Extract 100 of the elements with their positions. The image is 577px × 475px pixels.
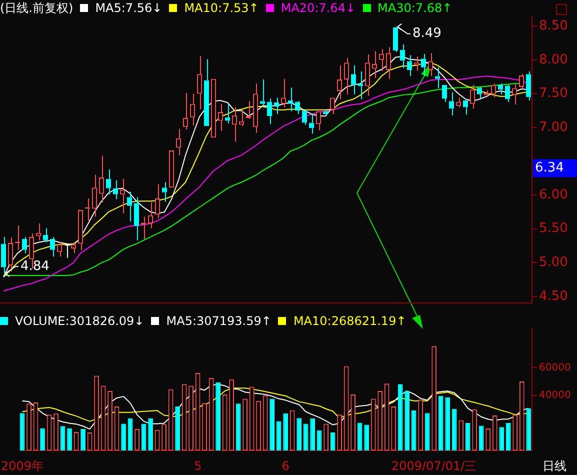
- candlestick: [386, 46, 392, 80]
- bar: [276, 421, 282, 451]
- candlestick: [92, 174, 98, 218]
- candlestick: [526, 70, 532, 101]
- candlestick: [252, 83, 258, 134]
- legend-label: MA5:307193.59↑: [166, 314, 272, 328]
- chart-title: (日线.前复权): [0, 1, 74, 15]
- bar: [526, 408, 532, 451]
- candlestick: [126, 191, 132, 222]
- bar: [296, 418, 302, 451]
- bar: [270, 398, 274, 451]
- candlestick: [400, 44, 406, 69]
- bar: [121, 424, 126, 451]
- bar: [364, 424, 370, 451]
- candlestick: [420, 53, 426, 77]
- candlestick: [204, 58, 210, 126]
- legend-label: VOLUME:301826.09↓: [15, 314, 144, 328]
- candlestick: [330, 98, 336, 114]
- x-tick-label: 6: [282, 458, 290, 473]
- bar: [330, 432, 336, 451]
- candlestick: [428, 52, 434, 77]
- candlestick: [344, 57, 350, 95]
- candlestick: [442, 84, 448, 102]
- candlestick: [232, 106, 238, 142]
- y-tick-label: 5.00: [539, 255, 568, 270]
- candlestick: [302, 110, 308, 126]
- y-tick-label: 7.00: [539, 120, 568, 135]
- bar: [283, 413, 288, 451]
- candlestick: [154, 184, 160, 219]
- bar: [411, 410, 416, 451]
- candlestick: [498, 83, 504, 95]
- bar: [424, 413, 430, 451]
- candlestick: [176, 128, 182, 156]
- candlestick: [518, 74, 524, 89]
- candlestick: [78, 210, 84, 250]
- candlestick: [106, 168, 112, 195]
- legend-label: MA10:7.53↑: [184, 1, 259, 15]
- candlestick: [336, 64, 342, 100]
- bar: [398, 384, 403, 451]
- candlestick: [134, 196, 140, 241]
- bar: [216, 382, 220, 451]
- candlestick: [358, 70, 364, 100]
- y-tick-label: 40000: [539, 390, 571, 401]
- candlestick: [8, 237, 14, 272]
- candlestick: [364, 54, 370, 96]
- bar: [80, 429, 86, 451]
- x-tick-label: 2009/07/01/三: [391, 458, 477, 473]
- candlestick: [294, 102, 300, 114]
- candlestick: [406, 54, 412, 77]
- candlestick: [350, 64, 356, 95]
- legend-label: MA20:7.64↓: [280, 1, 356, 15]
- y-tick-label: 8.50: [539, 18, 568, 34]
- y-tick-label: 6.00: [539, 187, 568, 202]
- annotation: 4.84: [20, 258, 50, 274]
- candlestick: [462, 100, 468, 116]
- x-tick-label: 2009年: [0, 458, 44, 473]
- bar: [175, 406, 180, 451]
- candlestick: [98, 155, 104, 204]
- candlestick: [316, 111, 322, 131]
- x-tick-label: 5: [194, 458, 202, 473]
- candlestick: [266, 98, 272, 125]
- candlestick: [434, 66, 440, 89]
- candlestick: [490, 83, 496, 98]
- y-tick-label: 7.50: [539, 86, 568, 102]
- candlestick: [260, 79, 266, 106]
- y-tick-label: 8.00: [539, 52, 568, 68]
- bar: [310, 418, 316, 451]
- bar: [404, 391, 410, 451]
- y-tick-label: 5.50: [539, 221, 568, 236]
- candlestick: [50, 236, 56, 258]
- candlestick: [168, 150, 174, 188]
- bar: [67, 428, 72, 451]
- candlestick: [392, 27, 398, 52]
- candlestick: [22, 236, 28, 254]
- y-tick-label: 60000: [539, 362, 571, 374]
- candlestick: [210, 78, 216, 138]
- legend-label: MA10:268621.19↑: [293, 314, 406, 328]
- bar: [452, 408, 457, 451]
- candlestick: [190, 93, 196, 126]
- text: 6.34: [535, 160, 564, 176]
- bar: [438, 396, 444, 451]
- bar: [148, 418, 153, 451]
- candlestick: [456, 97, 462, 108]
- candlestick: [238, 109, 244, 127]
- candlestick: [64, 244, 71, 258]
- bar: [506, 422, 511, 451]
- bar: [478, 426, 484, 451]
- candlestick: [0, 236, 6, 274]
- annotation: 8.49: [412, 26, 442, 42]
- candlestick: [470, 84, 476, 110]
- candlestick: [182, 92, 188, 130]
- bar: [357, 422, 362, 451]
- candlestick: [414, 56, 420, 72]
- bar: [303, 424, 308, 451]
- bar: [499, 427, 504, 451]
- text: 日线: [542, 459, 566, 474]
- bar: [445, 397, 450, 451]
- y-tick-label: 4.50: [539, 288, 568, 304]
- legend-label: MA5:7.56↓: [95, 1, 162, 15]
- candlestick: [288, 87, 294, 112]
